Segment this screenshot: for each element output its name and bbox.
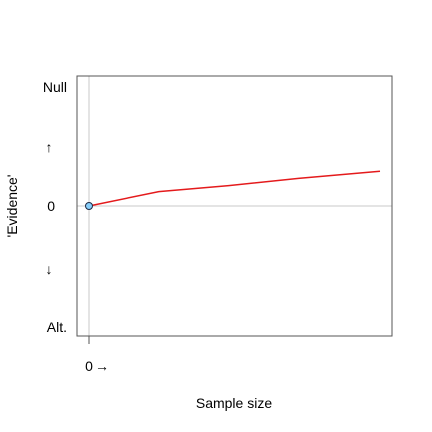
down-arrow-icon: ↓ — [46, 261, 53, 277]
y-axis-title: 'Evidence' — [4, 175, 20, 238]
plot-frame — [76, 75, 393, 337]
y-tick-zero: 0 — [47, 198, 55, 214]
evidence-series-line — [88, 170, 381, 207]
start-point-marker — [85, 202, 93, 210]
series-layer — [85, 170, 381, 210]
right-arrow-icon: → — [95, 358, 109, 374]
y-tick-alt: Alt. — [47, 319, 67, 335]
x-axis-title: Sample size — [196, 395, 272, 411]
x-tick-zero: 0 — [85, 358, 93, 374]
up-arrow-icon: ↑ — [46, 139, 53, 155]
y-tick-null: Null — [43, 79, 67, 95]
